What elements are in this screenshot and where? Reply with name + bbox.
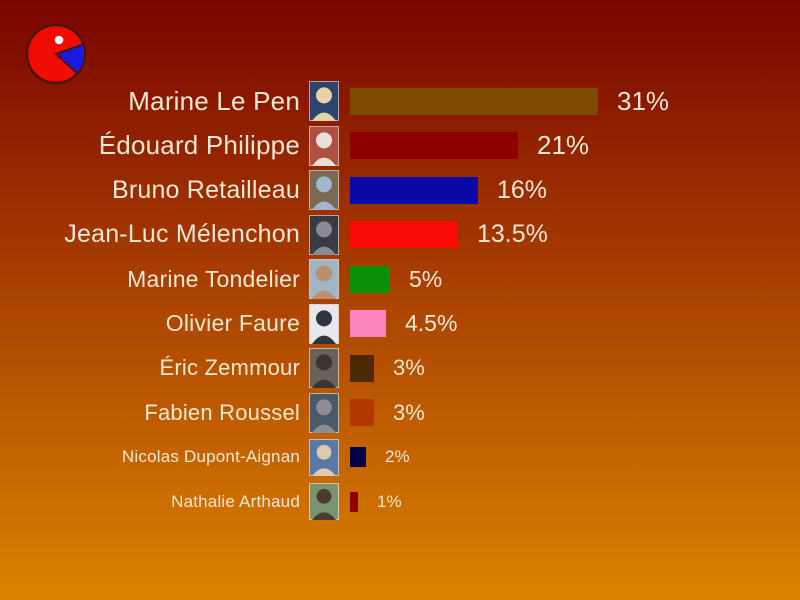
poll-result-bar [350, 176, 478, 204]
poll-value-label: 31% [617, 85, 670, 116]
poll-value-label: 5% [409, 265, 443, 292]
candidate-name: Bruno Retailleau [111, 175, 300, 204]
candidate-row: Jean-Luc Mélenchon 13.5% [0, 213, 800, 258]
candidate-name: Éric Zemmour [159, 355, 300, 381]
poll-value-label: 16% [497, 175, 548, 204]
candidate-row: Nicolas Dupont-Aignan 2% [0, 435, 800, 480]
logo-blue-wedge [54, 42, 87, 76]
poll-result-bar [350, 132, 518, 160]
candidate-photo [309, 438, 339, 476]
candidate-name: Marine Le Pen [128, 85, 300, 116]
poll-value-label: 21% [537, 130, 590, 161]
candidate-name: Jean-Luc Mélenchon [64, 220, 300, 249]
candidate-name: Nicolas Dupont-Aignan [121, 447, 300, 467]
poll-result-bar [350, 354, 374, 382]
candidate-name: Olivier Faure [165, 310, 300, 337]
candidate-photo [309, 259, 339, 300]
poll-value-label: 3% [393, 399, 425, 425]
candidate-name: Édouard Philippe [98, 130, 300, 161]
candidate-row: Marine Tondelier 5% [0, 257, 800, 302]
candidate-photo [309, 392, 339, 433]
candidate-photo [309, 303, 339, 344]
poll-result-bar [350, 87, 598, 115]
candidate-name: Marine Tondelier [127, 265, 300, 292]
poll-value-label: 3% [393, 355, 425, 381]
poll-value-label: 13.5% [477, 220, 548, 249]
candidate-name: Fabien Roussel [144, 399, 300, 425]
poll-result-bar [350, 310, 386, 338]
red-pie-pacman-logo [25, 23, 87, 85]
candidate-row: Nathalie Arthaud 1% [0, 480, 800, 525]
candidate-photo [309, 81, 339, 122]
poll-value-label: 4.5% [405, 310, 458, 337]
candidate-row: Édouard Philippe 21% [0, 124, 800, 169]
candidate-photo [309, 125, 339, 166]
candidate-photo [309, 483, 339, 521]
candidate-name: Nathalie Arthaud [171, 491, 300, 511]
poll-result-bar [350, 447, 366, 468]
poll-results-list: Marine Le Pen 31% Édouard Philippe 21% B… [0, 79, 800, 524]
candidate-photo [309, 170, 339, 211]
poll-result-bar [350, 265, 390, 293]
poll-result-bar [350, 399, 374, 427]
candidate-photo [309, 348, 339, 389]
poll-result-bar [350, 221, 458, 249]
poll-value-label: 2% [385, 447, 410, 467]
logo-eye-dot [54, 35, 64, 45]
candidate-row: Bruno Retailleau 16% [0, 168, 800, 213]
poll-result-bar [350, 491, 358, 512]
poll-value-label: 1% [377, 491, 402, 511]
candidate-row: Olivier Faure 4.5% [0, 302, 800, 347]
candidate-row: Éric Zemmour 3% [0, 346, 800, 391]
candidate-row: Fabien Roussel 3% [0, 391, 800, 436]
candidate-row: Marine Le Pen 31% [0, 79, 800, 124]
candidate-photo [309, 214, 339, 255]
